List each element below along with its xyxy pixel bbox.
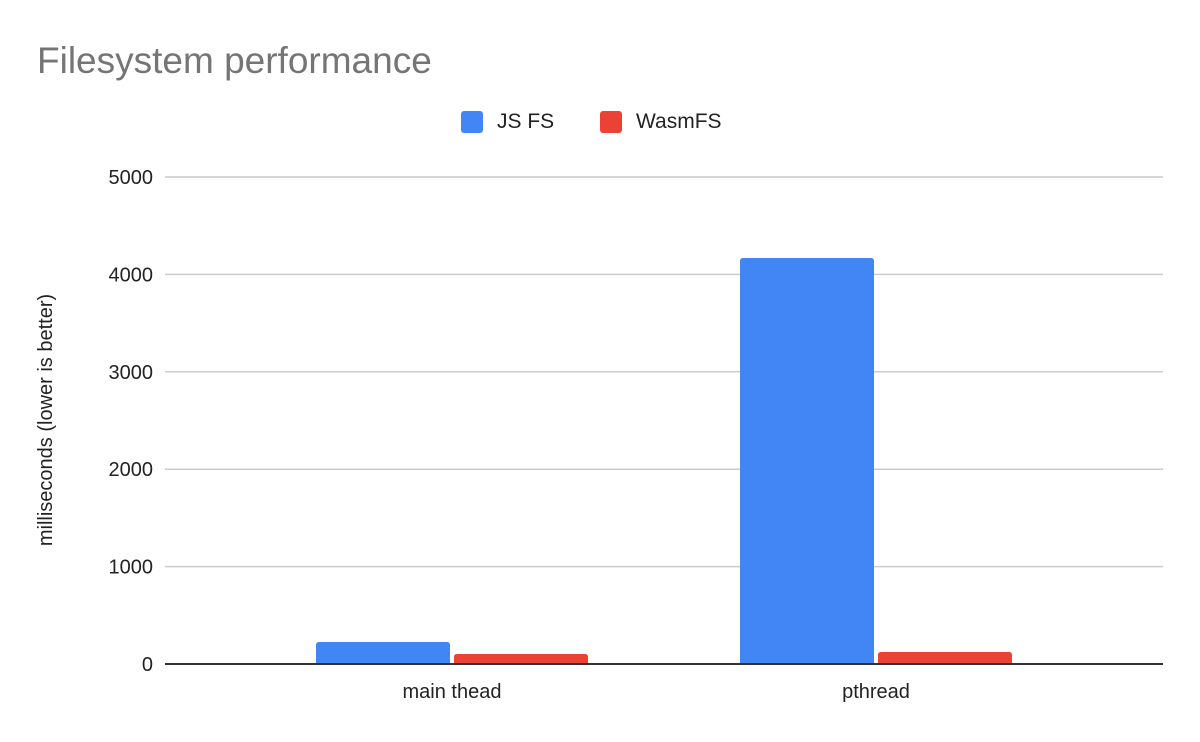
x-tick-label: pthread bbox=[842, 681, 910, 703]
y-tick-label: 5000 bbox=[109, 167, 154, 189]
legend-item-wasmfs: WasmFS bbox=[600, 110, 722, 134]
bar-wasmfs-main-thead bbox=[454, 653, 588, 664]
legend-label: JS FS bbox=[497, 110, 555, 133]
y-tick-label: 3000 bbox=[109, 362, 154, 384]
y-tick-label: 0 bbox=[142, 654, 153, 676]
legend-swatch-js-fs bbox=[461, 111, 483, 133]
bar-wasmfs-pthread bbox=[878, 652, 1012, 664]
y-axis-label: milliseconds (lower is better) bbox=[35, 294, 57, 546]
bar-js-fs-pthread bbox=[740, 258, 874, 664]
legend-swatch-wasmfs bbox=[600, 111, 622, 133]
legend-item-js-fs: JS FS bbox=[461, 110, 554, 134]
chart-title: Filesystem performance bbox=[37, 40, 432, 81]
y-tick-label: 2000 bbox=[109, 459, 154, 481]
x-tick-label: main thead bbox=[403, 681, 502, 703]
legend-label: WasmFS bbox=[636, 110, 722, 133]
y-tick-label: 1000 bbox=[109, 557, 154, 579]
bar-js-fs-main-thead bbox=[316, 641, 450, 664]
y-tick-label: 4000 bbox=[109, 264, 154, 286]
